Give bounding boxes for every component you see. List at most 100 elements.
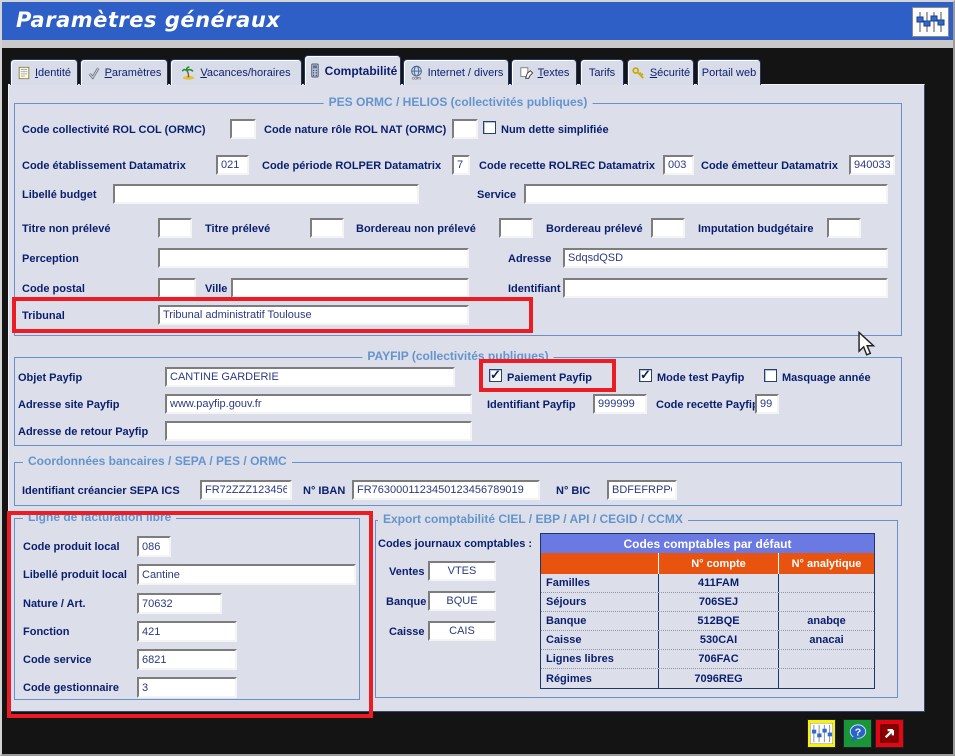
mode-test-checkbox[interactable] [639,367,652,383]
row-label: Familles [541,574,659,592]
title-bar: Paramètres généraux [2,2,953,40]
code-service-input[interactable] [137,649,237,670]
fonction-label: Fonction [23,626,70,638]
libelle-produit-local-input[interactable] [137,564,356,585]
perception-input[interactable] [158,248,469,268]
codes-comptables-table: Codes comptables par défaut N° compte N°… [540,533,875,689]
nature-art-input[interactable] [137,593,222,614]
help-button[interactable]: ? [843,719,872,748]
group-facturation-title: Ligne de facturation libre [23,510,177,524]
code-periode-input[interactable] [452,155,470,175]
imputation-input[interactable] [827,218,861,238]
adresse-retour-payfip-input[interactable] [165,421,472,441]
parameters-button[interactable] [807,719,836,748]
tab-comptabilite-label: Comptabilité [324,63,398,78]
code-produit-local-input[interactable] [137,536,171,557]
code-emetteur-label: Code émetteur Datamatrix [701,160,838,172]
exit-button[interactable] [875,719,904,748]
code-nature-label: Code nature rôle ROL NAT (ORMC) [264,124,447,136]
code-recette-payfip-input[interactable] [755,394,779,414]
adresse-input[interactable] [563,248,888,268]
tab-portail[interactable]: Portail web [697,59,761,85]
tab-textes[interactable]: Textes [511,59,577,85]
bordereau-non-preleve-input[interactable] [499,218,533,238]
tab-vacances-label: Vacances/horaires [200,66,291,79]
banque-journal-input[interactable] [428,591,496,611]
masquage-annee-checkbox[interactable] [764,369,777,382]
code-emetteur-input[interactable] [849,155,895,175]
code-periode-label: Code période ROLPER Datamatrix [262,160,442,172]
row-label: Lignes libres [541,650,659,668]
group-bancaires-title: Coordonnées bancaires / SEPA / PES / ORM… [23,454,292,468]
code-postal-label: Code postal [22,283,85,295]
hand-paper-icon [519,66,534,80]
code-recette-rolrec-input[interactable] [663,155,694,175]
identifiant-input[interactable] [563,278,888,298]
exit-arrow-icon [879,723,900,744]
sepa-ics-label: Identifiant créancier SEPA ICS [22,485,180,497]
caisse-journal-label: Caisse [389,626,425,638]
code-etablissement-input[interactable] [216,155,249,175]
group-export-title: Export comptabilité CIEL / EBP / API / C… [378,512,688,526]
tab-identite[interactable]: Identité [10,59,78,85]
adresse-label: Adresse [508,253,552,265]
row-compte: 706FAC [659,650,779,668]
num-dette-checkbox[interactable] [483,121,496,134]
sepa-ics-input[interactable] [200,480,292,500]
ville-label: Ville [205,283,228,295]
titlebar-divider [2,40,953,48]
tab-vacances[interactable]: Vacances/horaires [170,59,302,85]
table-header-row: N° compte N° analytique [541,553,874,574]
identifiant-payfip-input[interactable] [593,394,647,414]
code-service-label: Code service [23,654,92,666]
row-analytique [779,650,874,668]
adresse-site-payfip-label: Adresse site Payfip [18,399,120,411]
tab-securite[interactable]: Sécurité [627,59,694,85]
fonction-input[interactable] [137,621,237,642]
sliders-icon [810,723,833,744]
row-compte: 411FAM [659,574,779,592]
libelle-budget-input[interactable] [113,184,419,204]
code-postal-input[interactable] [158,278,196,298]
titre-non-preleve-input[interactable] [158,218,192,238]
code-collectivite-input[interactable] [230,119,256,139]
code-recette-payfip-label: Code recette Payfip [656,399,759,411]
code-etablissement-label: Code établissement Datamatrix [22,160,186,172]
tribunal-input[interactable] [158,305,469,325]
row-analytique [779,593,874,611]
bic-input[interactable] [607,480,677,500]
table-row: Caisse 530CAI anacai [541,631,874,650]
tab-internet[interactable]: com Internet / divers [403,59,509,85]
ventes-input[interactable] [428,561,496,581]
svg-text:?: ? [855,726,861,738]
paiement-payfip-label: Paiement Payfip [507,372,592,384]
identifiant-payfip-label: Identifiant Payfip [487,399,576,411]
code-produit-local-label: Code produit local [23,541,120,553]
perception-label: Perception [22,253,79,265]
bordereau-preleve-input[interactable] [651,218,685,238]
code-gestionnaire-input[interactable] [137,677,237,698]
code-nature-input[interactable] [452,119,478,139]
imputation-label: Imputation budgétaire [698,223,814,235]
iban-input[interactable] [352,480,540,500]
tab-tarifs[interactable]: Tarifs [580,59,624,85]
service-input[interactable] [524,184,888,204]
titre-preleve-input[interactable] [310,218,344,238]
group-export: Export comptabilité CIEL / EBP / API / C… [375,512,898,698]
iban-label: N° IBAN [303,485,346,497]
row-label: Banque [541,612,659,630]
ville-input[interactable] [231,278,469,298]
help-icon: ? [846,722,869,745]
nature-art-label: Nature / Art. [23,598,86,610]
caisse-journal-input[interactable] [428,621,496,641]
identifiant-label: Identifiant [508,283,561,295]
paiement-payfip-checkbox[interactable] [489,367,502,383]
titre-preleve-label: Titre prélevé [205,223,271,235]
tab-comptabilite[interactable]: Comptabilité [304,55,401,85]
tab-parametres[interactable]: Paramètres [80,59,168,85]
row-label: Caisse [541,631,659,649]
objet-payfip-input[interactable] [165,367,455,387]
bordereau-preleve-label: Bordereau prélevé [546,223,643,235]
adresse-site-payfip-input[interactable] [165,394,472,414]
palm-tree-icon [181,65,196,80]
